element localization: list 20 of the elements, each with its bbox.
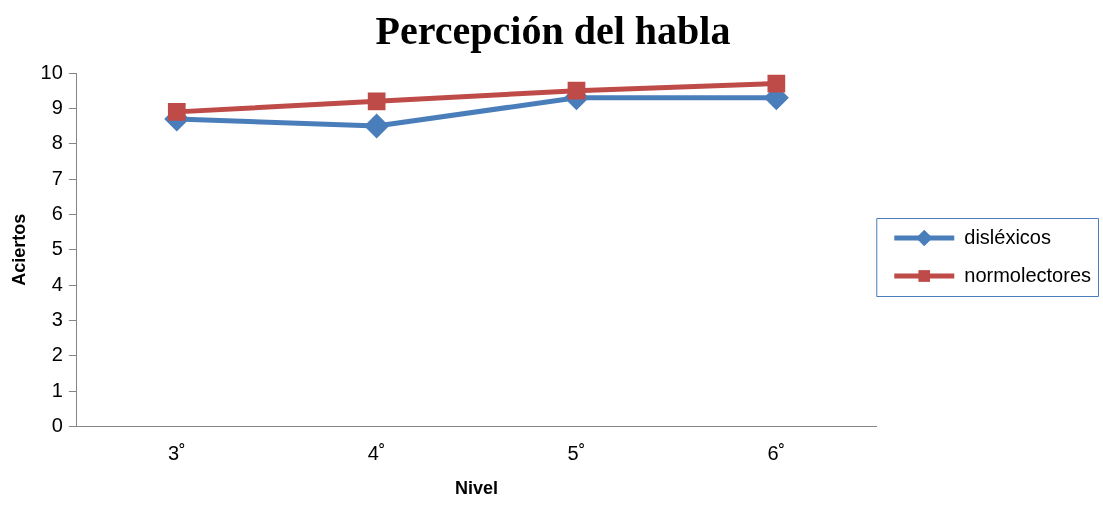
y-tick-label: 8 [51,131,63,154]
y-tick-label: 0 [51,413,63,436]
legend-label: disléxicos [964,225,1051,248]
y-tick-label: 1 [51,378,63,401]
y-axis-title: Aciertos [8,213,29,286]
y-tick-label: 3 [51,307,63,330]
legend-label: normolectores [964,263,1091,286]
y-tick-label: 4 [51,272,63,295]
x-tick-label: 6˚ [767,441,786,464]
y-tick-label: 2 [51,343,63,366]
x-axis-title: Nivel [455,478,499,499]
x-tick-label: 3˚ [167,441,186,464]
y-tick-label: 10 [40,60,63,83]
x-tick-label: 4˚ [367,441,386,464]
y-tick-label: 6 [51,201,63,224]
x-tick-label: 5˚ [567,441,586,464]
y-tick-label: 5 [51,237,63,260]
chart-title: Percepción del habla [375,8,731,54]
y-tick-label: 7 [51,166,63,189]
y-tick-label: 9 [51,95,63,118]
